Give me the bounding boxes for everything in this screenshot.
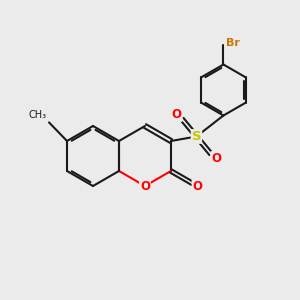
- Text: Br: Br: [226, 38, 240, 48]
- Text: O: O: [192, 180, 203, 193]
- Text: O: O: [211, 152, 221, 165]
- Text: O: O: [172, 108, 182, 121]
- Text: O: O: [140, 179, 150, 193]
- Text: CH₃: CH₃: [28, 110, 46, 120]
- Text: S: S: [192, 130, 201, 143]
